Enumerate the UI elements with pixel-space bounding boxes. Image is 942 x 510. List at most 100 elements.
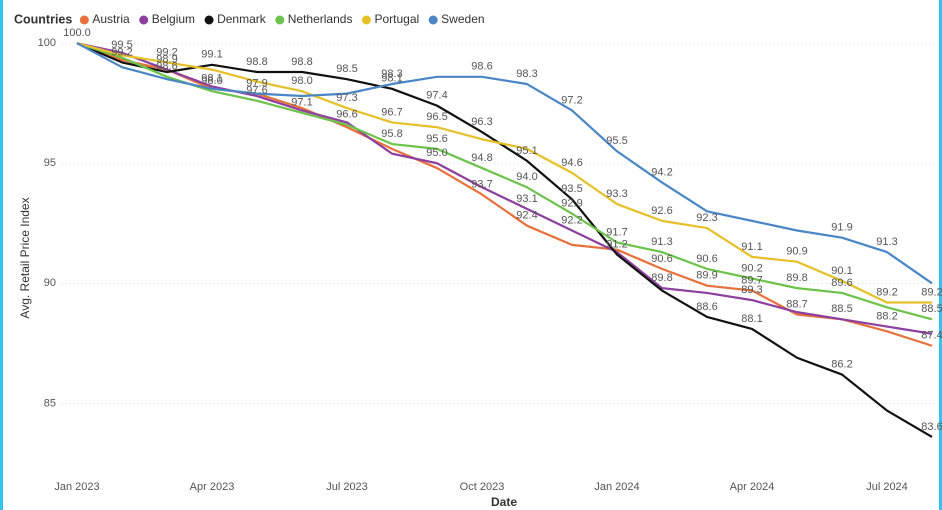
data-label: 99.2 [156, 46, 177, 58]
data-label: 99.5 [111, 39, 132, 51]
legend-swatch [428, 15, 438, 25]
data-label: 98.1 [201, 73, 222, 85]
data-label: 89.9 [696, 270, 717, 282]
line [76, 42, 933, 335]
data-label: 91.9 [831, 222, 852, 234]
data-label: 91.3 [651, 236, 672, 248]
data-label: 91.2 [606, 238, 627, 250]
data-label: 91.3 [876, 236, 897, 248]
legend-label: Sweden [441, 12, 484, 26]
data-label: 95.1 [516, 145, 537, 157]
y-tick-label: 100 [38, 37, 56, 49]
data-label: 97.9 [246, 78, 267, 90]
data-label: 95.0 [426, 147, 447, 159]
data-label: 95.5 [606, 135, 627, 147]
legend-label: Portugal [374, 12, 419, 26]
x-tick-label: Jul 2024 [866, 481, 908, 493]
data-label: 86.2 [831, 358, 852, 370]
data-label: 90.6 [696, 253, 717, 265]
data-label: 98.6 [156, 61, 177, 73]
data-label: 92.4 [516, 210, 537, 222]
data-label: 89.7 [741, 274, 762, 286]
data-label: 96.5 [426, 111, 447, 123]
data-label: 98.8 [291, 56, 312, 68]
line [76, 42, 932, 304]
data-label: 89.8 [651, 272, 672, 284]
data-label: 98.0 [291, 75, 312, 87]
legend-swatch [275, 15, 285, 25]
x-tick-label: Jul 2023 [326, 481, 368, 493]
data-label: 89.6 [831, 277, 852, 289]
frame-edge [939, 0, 942, 510]
x-tick-label: Jan 2024 [594, 481, 639, 493]
data-label: 87.4 [921, 330, 942, 342]
data-label: 90.9 [786, 246, 807, 258]
data-label: 98.5 [336, 63, 357, 75]
data-label: 96.7 [381, 106, 402, 118]
data-label: 94.2 [651, 166, 672, 178]
data-label: 92.2 [561, 214, 582, 226]
data-label: 93.1 [516, 193, 537, 205]
data-label: 95.6 [426, 133, 447, 145]
legend-label: Netherlands [288, 12, 353, 26]
data-label: 99.1 [201, 49, 222, 61]
data-label: 97.3 [336, 92, 357, 104]
x-tick-label: Apr 2023 [190, 481, 235, 493]
x-tick-label: Oct 2023 [460, 481, 505, 493]
line [76, 42, 933, 438]
data-label: 90.6 [651, 253, 672, 265]
data-label: 92.9 [561, 198, 582, 210]
data-label: 98.0 [201, 75, 222, 87]
line [76, 42, 933, 285]
data-label: 93.7 [471, 178, 492, 190]
data-label: 93.5 [561, 183, 582, 195]
data-label: 94.8 [471, 152, 492, 164]
data-label: 98.1 [381, 73, 402, 85]
data-label: 93.3 [606, 188, 627, 200]
data-label: 97.4 [426, 90, 447, 102]
y-tick-label: 95 [44, 157, 56, 169]
data-label: 94.0 [516, 171, 537, 183]
data-label: 98.6 [471, 61, 492, 73]
data-label: 89.2 [921, 286, 942, 298]
y-axis-title: Avg. Retail Price Index [18, 197, 32, 318]
data-label: 89.2 [876, 286, 897, 298]
data-label: 88.7 [786, 298, 807, 310]
data-label: 91.1 [741, 241, 762, 253]
line [76, 42, 933, 321]
data-label: 94.6 [561, 157, 582, 169]
legend-swatch [361, 15, 371, 25]
data-label: 89.8 [786, 272, 807, 284]
x-axis-title: Date [491, 495, 517, 509]
data-label: 96.6 [336, 109, 357, 121]
data-label: 98.3 [381, 68, 402, 80]
data-label: 95.8 [381, 128, 402, 140]
data-label: 88.6 [696, 301, 717, 313]
data-label: 98.3 [516, 68, 537, 80]
legend-label: Austria [92, 12, 130, 26]
data-label: 97.6 [246, 85, 267, 97]
legend-swatch [139, 15, 149, 25]
data-label: 98.8 [246, 56, 267, 68]
data-label: 90.1 [831, 265, 852, 277]
data-label: 99.2 [111, 46, 132, 58]
legend-title: Countries [14, 12, 72, 26]
legend-swatch [204, 15, 214, 25]
data-label: 88.5 [831, 303, 852, 315]
y-tick-label: 85 [44, 397, 56, 409]
x-tick-label: Apr 2024 [730, 481, 775, 493]
data-label: 92.6 [651, 205, 672, 217]
legend-label: Denmark [217, 12, 267, 26]
data-label: 92.3 [696, 212, 717, 224]
data-label: 88.5 [921, 303, 942, 315]
data-label: 96.3 [471, 116, 492, 128]
data-label: 100.0 [63, 27, 91, 39]
data-label: 88.2 [876, 310, 897, 322]
data-label: 91.7 [606, 226, 627, 238]
legend-label: Belgium [152, 12, 195, 26]
data-label: 89.3 [741, 284, 762, 296]
x-tick-label: Jan 2023 [54, 481, 99, 493]
data-label: 88.1 [741, 313, 762, 325]
data-label: 97.1 [291, 97, 312, 109]
